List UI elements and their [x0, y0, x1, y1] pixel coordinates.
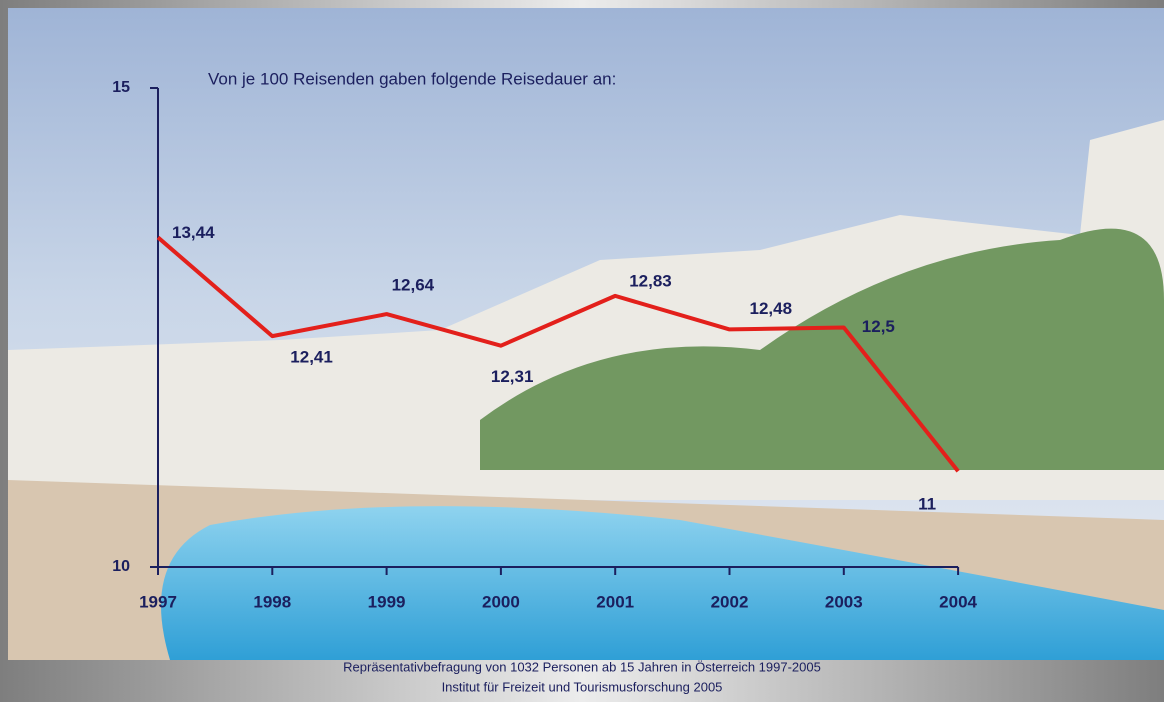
x-tick-label: 2003 — [825, 592, 863, 611]
data-label: 13,44 — [172, 223, 215, 242]
x-tick-label: 2004 — [939, 592, 977, 611]
x-tick-label: 2001 — [596, 592, 634, 611]
y-tick-label: 10 — [112, 558, 130, 575]
data-label: 12,31 — [491, 367, 534, 386]
page: Von je 100 Reisenden gaben folgende Reis… — [0, 0, 1164, 707]
data-label: 12,83 — [629, 271, 672, 290]
x-tick-label: 1998 — [253, 592, 291, 611]
x-tick-label: 2002 — [711, 592, 749, 611]
data-label: 11 — [918, 495, 936, 514]
x-tick-label: 1999 — [368, 592, 406, 611]
y-tick-label: 15 — [112, 79, 130, 96]
data-label: 12,64 — [392, 276, 435, 295]
footnote: Repräsentativbefragung von 1032 Personen… — [343, 659, 821, 674]
footnote: Institut für Freizeit und Tourismusforsc… — [442, 679, 723, 694]
chart: Von je 100 Reisenden gaben folgende Reis… — [0, 0, 1164, 702]
data-label: 12,5 — [862, 317, 895, 336]
chart-title: Von je 100 Reisenden gaben folgende Reis… — [208, 69, 616, 88]
x-tick-label: 2000 — [482, 592, 520, 611]
x-tick-label: 1997 — [139, 592, 177, 611]
data-label: 12,41 — [290, 348, 333, 367]
data-label: 12,48 — [750, 299, 793, 318]
